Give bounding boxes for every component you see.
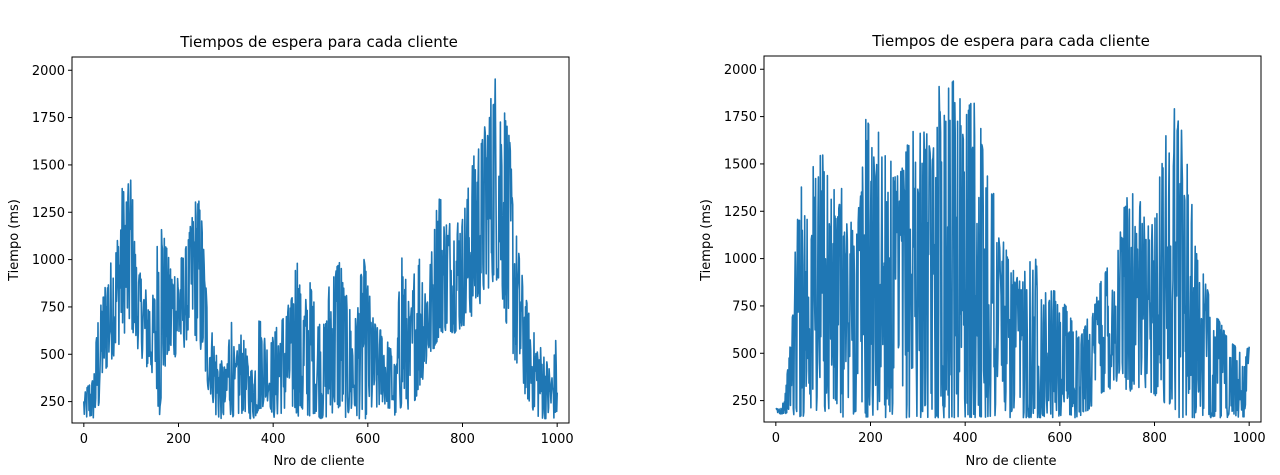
chart-left-x-tick-label: 800 bbox=[450, 432, 475, 447]
chart-right: Tiempos de espera para cada cliente 250 5… bbox=[699, 32, 1266, 469]
chart-left-y-tick-label: 1250 bbox=[32, 206, 65, 221]
chart-left-title: Tiempos de espera para cada cliente bbox=[179, 33, 458, 51]
chart-left-y-axis: 250 500 750 1000 1250 1500 1750 2000 bbox=[32, 64, 72, 410]
chart-left-x-tick-label: 600 bbox=[355, 432, 380, 447]
chart-left-y-tick-label: 1750 bbox=[32, 111, 65, 126]
chart-right-y-tick-label: 500 bbox=[732, 347, 757, 362]
chart-right-y-tick-label: 250 bbox=[732, 394, 757, 409]
chart-right-y-axis: 250 500 750 1000 1250 1500 1750 2000 bbox=[724, 63, 764, 409]
chart-right-y-tick-label: 1750 bbox=[724, 110, 757, 125]
chart-right-x-tick-label: 800 bbox=[1142, 431, 1167, 446]
chart-right-x-tick-label: 1000 bbox=[1233, 431, 1266, 446]
chart-right-x-label: Nro de cliente bbox=[966, 454, 1057, 469]
chart-right-x-tick-label: 200 bbox=[858, 431, 883, 446]
chart-left-x-tick-label: 1000 bbox=[541, 432, 574, 447]
chart-right-y-tick-label: 2000 bbox=[724, 63, 757, 78]
chart-right-y-tick-label: 1250 bbox=[724, 205, 757, 220]
chart-left-y-tick-label: 2000 bbox=[32, 64, 65, 79]
chart-right-x-axis: 0 200 400 600 800 1000 bbox=[772, 422, 1266, 446]
chart-left-x-label: Nro de cliente bbox=[274, 454, 365, 469]
chart-left-y-tick-label: 1500 bbox=[32, 158, 65, 173]
chart-left-y-tick-label: 500 bbox=[40, 348, 65, 363]
chart-right-x-tick-label: 400 bbox=[953, 431, 978, 446]
chart-left-y-label: Tiempo (ms) bbox=[7, 199, 22, 282]
chart-left-x-axis: 0 200 400 600 800 1000 bbox=[80, 423, 574, 447]
chart-right-y-tick-label: 1500 bbox=[724, 157, 757, 172]
chart-left-series-line bbox=[83, 78, 558, 420]
chart-right-title: Tiempos de espera para cada cliente bbox=[871, 32, 1150, 50]
chart-right-y-tick-label: 1000 bbox=[724, 252, 757, 267]
chart-right-x-tick-label: 0 bbox=[772, 431, 780, 446]
chart-right-y-tick-label: 750 bbox=[732, 299, 757, 314]
chart-right-y-label: Tiempo (ms) bbox=[699, 199, 714, 282]
chart-left-y-tick-label: 1000 bbox=[32, 253, 65, 268]
chart-left-x-tick-label: 0 bbox=[80, 432, 88, 447]
chart-left-x-tick-label: 400 bbox=[261, 432, 286, 447]
chart-right-series-line bbox=[775, 80, 1250, 419]
chart-left: Tiempos de espera para cada cliente 250 5… bbox=[7, 33, 574, 469]
chart-left-x-tick-label: 200 bbox=[166, 432, 191, 447]
chart-left-y-tick-label: 250 bbox=[40, 395, 65, 410]
chart-right-x-tick-label: 600 bbox=[1047, 431, 1072, 446]
chart-left-y-tick-label: 750 bbox=[40, 300, 65, 315]
